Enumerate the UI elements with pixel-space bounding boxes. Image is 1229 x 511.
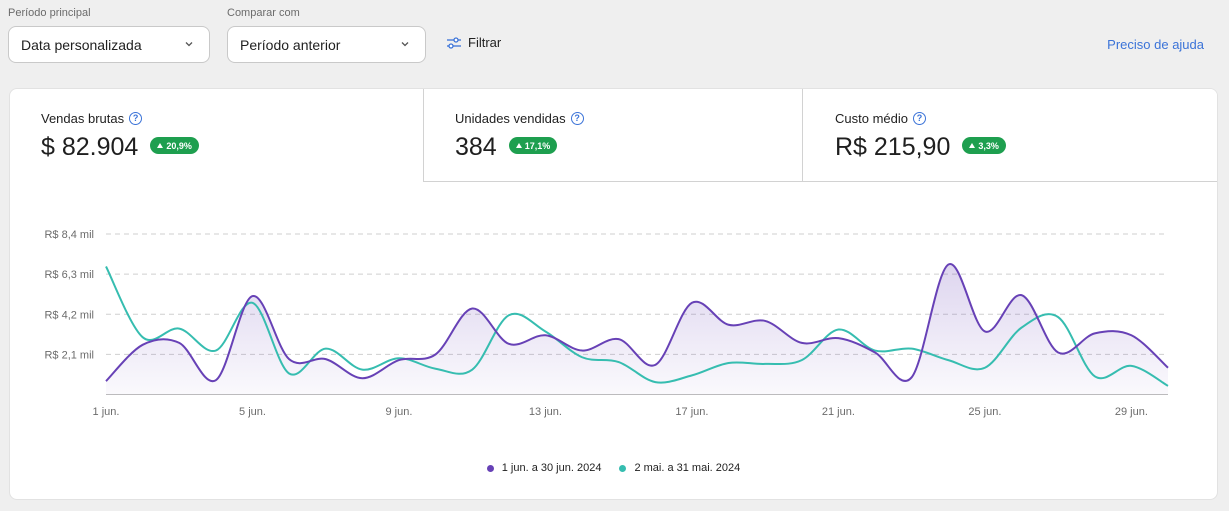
change-badge: 20,9% [150,137,199,154]
filter-label: Filtrar [468,35,502,50]
chevron-down-icon [185,42,193,47]
x-tick-label: 29 jun. [1115,406,1148,418]
change-badge: 17,1% [508,137,558,154]
filter-button[interactable]: Filtrar [446,35,501,50]
y-tick-label: R$ 4,2 mil [44,309,94,321]
tab-gross-sales[interactable]: Vendas brutas ? $ 82.904 20,9% [10,89,423,182]
primary-period-value: Data personalizada [21,36,142,53]
sliders-icon [447,36,461,49]
y-tick-label: R$ 2,1 mil [44,349,94,361]
metric-tabs-background [423,89,1217,182]
tab-average-cost[interactable]: Custo médio ? R$ 215,90 3,3% [803,89,1217,182]
sales-line-chart: R$ 2,1 mil R$ 4,2 mil R$ 6,3 mil R$ 8,4 mil… [44,229,1169,418]
triangle-up-icon [515,143,522,148]
y-tick-label: R$ 8,4 mil [44,229,94,241]
x-tick-label: 17 jun. [675,406,708,418]
compare-period-select[interactable]: Período anterior [227,26,426,63]
compare-label: Comparar com [227,7,300,19]
primary-period-select[interactable]: Data personalizada [8,26,210,63]
x-tick-label: 1 jun. [93,406,120,418]
chevron-down-icon [401,42,409,47]
legend-swatch-current [486,464,494,472]
y-tick-label: R$ 6,3 mil [44,269,94,281]
legend-swatch-previous [619,464,627,472]
x-tick-label: 5 jun. [239,406,266,418]
x-tick-label: 9 jun. [386,406,413,418]
metric-label: Vendas brutas [41,111,125,126]
metric-label: Custo médio [835,111,908,126]
chart-legend: 1 jun. a 30 jun. 2024 2 mai. a 31 mai. 2… [10,462,1217,474]
legend-label-previous: 2 mai. a 31 mai. 2024 [634,462,741,474]
triangle-up-icon [969,143,976,148]
help-link[interactable]: Preciso de ajuda [1107,37,1204,52]
metric-value: R$ 215,90 [835,133,951,161]
change-value: 20,9% [166,140,192,151]
change-value: 17,1% [524,140,551,151]
legend-item-current[interactable]: 1 jun. a 30 jun. 2024 [486,462,602,474]
change-value: 3,3% [978,140,999,151]
legend-label-current: 1 jun. a 30 jun. 2024 [501,462,602,474]
question-circle-icon[interactable]: ? [570,112,584,125]
series-area-current [106,263,1168,395]
legend-item-previous[interactable]: 2 mai. a 31 mai. 2024 [619,462,740,474]
change-badge: 3,3% [962,137,1006,154]
series-line-current [105,263,1169,383]
metric-label: Unidades vendidas [455,111,566,126]
metric-value: $ 82.904 [41,133,139,161]
x-tick-label: 13 jun. [529,406,562,418]
metric-value: 384 [455,133,497,161]
sales-chart-card: Vendas brutas ? $ 82.904 20,9% Unidades … [9,88,1218,500]
compare-period-value: Período anterior [240,36,341,53]
metric-divider [802,89,803,182]
x-tick-label: 21 jun. [822,406,855,418]
tab-units-sold[interactable]: Unidades vendidas ? 384 17,1% [423,89,802,182]
question-circle-icon[interactable]: ? [912,112,926,125]
question-circle-icon[interactable]: ? [129,112,143,125]
x-tick-label: 25 jun. [968,406,1001,418]
triangle-up-icon [157,143,164,148]
primary-period-label: Período principal [8,7,91,19]
series-line-previous [105,266,1169,387]
